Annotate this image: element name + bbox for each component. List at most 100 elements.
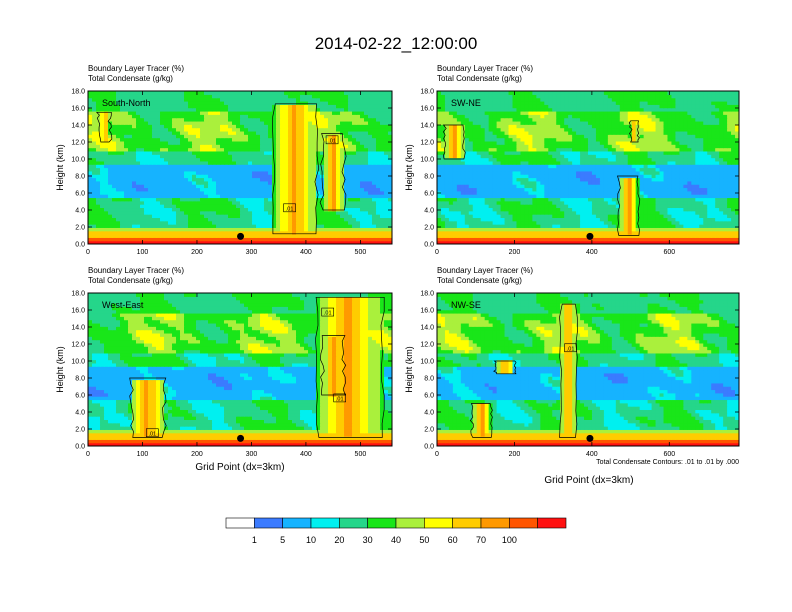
heatmap-cell xyxy=(528,187,533,192)
heatmap-cell xyxy=(312,227,317,232)
heatmap-cell xyxy=(512,210,518,215)
heatmap-cell xyxy=(176,210,181,215)
heatmap-cell xyxy=(496,194,502,199)
heatmap-cell xyxy=(216,227,221,232)
heatmap-cell xyxy=(236,120,241,125)
heatmap-cell xyxy=(216,154,221,159)
heatmap-cell xyxy=(683,194,688,199)
heatmap-cell xyxy=(192,107,197,112)
heatmap-cell xyxy=(380,94,385,99)
heatmap-cell xyxy=(528,217,533,222)
heatmap-cell xyxy=(348,130,353,135)
heatmap-cell xyxy=(296,104,301,109)
heatmap-cell xyxy=(132,124,137,129)
heatmap-cell xyxy=(164,167,169,172)
heatmap-cell xyxy=(667,230,673,235)
heatmap-cell xyxy=(312,184,317,189)
heatmap-cell xyxy=(168,134,173,139)
x-tick-label: 500 xyxy=(355,249,367,256)
heatmap-cell xyxy=(160,154,165,159)
heatmap-cell xyxy=(340,140,345,145)
heatmap-cell xyxy=(340,94,345,99)
heatmap-cell xyxy=(164,147,169,152)
heatmap-cell xyxy=(252,120,257,125)
heatmap-cell xyxy=(548,200,553,205)
heatmap-cell xyxy=(272,127,277,132)
heatmap-cell xyxy=(164,217,169,222)
heatmap-cell xyxy=(156,107,161,112)
heatmap-cell xyxy=(208,157,213,162)
heatmap-cell xyxy=(196,164,201,169)
heatmap-cell xyxy=(104,237,109,242)
heatmap-cell xyxy=(164,114,169,119)
heatmap-cell xyxy=(520,217,526,222)
heatmap-cell xyxy=(292,194,297,199)
heatmap-cell xyxy=(116,174,121,179)
heatmap-cell xyxy=(232,140,237,145)
heatmap-cell xyxy=(244,150,249,155)
heatmap-cell xyxy=(627,197,633,202)
heatmap-cell xyxy=(735,187,739,192)
heatmap-cell xyxy=(136,210,141,215)
heatmap-cell xyxy=(627,227,633,232)
heatmap-cell xyxy=(380,91,385,95)
heatmap-cell xyxy=(588,184,593,189)
heatmap-cell xyxy=(723,220,728,225)
heatmap-cell xyxy=(336,234,341,238)
heatmap-cell xyxy=(440,204,446,209)
heatmap-cell xyxy=(312,224,317,228)
heatmap-cell xyxy=(480,237,486,242)
heatmap-cell xyxy=(388,194,392,199)
heatmap-cell xyxy=(132,227,137,232)
heatmap-cell xyxy=(104,197,109,202)
heatmap-cell xyxy=(252,147,257,152)
heatmap-cell xyxy=(172,134,177,139)
heatmap-cell xyxy=(196,224,201,228)
heatmap-cell xyxy=(252,150,257,155)
heatmap-cell xyxy=(232,210,237,215)
heatmap-cell xyxy=(144,157,149,162)
heatmap-cell xyxy=(252,167,257,172)
heatmap-cell xyxy=(647,190,653,195)
heatmap-cell xyxy=(188,137,193,142)
heatmap-cell xyxy=(344,194,349,199)
heatmap-cell xyxy=(120,107,125,112)
heatmap-cell xyxy=(92,220,97,225)
heatmap-cell xyxy=(112,237,117,242)
heatmap-cell xyxy=(184,157,189,162)
heatmap-cell xyxy=(388,100,392,105)
heatmap-cell xyxy=(312,217,317,222)
heatmap-cell xyxy=(520,197,526,202)
heatmap-cell xyxy=(280,140,285,145)
heatmap-cell xyxy=(532,224,537,228)
heatmap-cell xyxy=(496,224,502,228)
heatmap-cell xyxy=(96,167,101,172)
heatmap-cell xyxy=(128,120,133,125)
heatmap-cell xyxy=(444,187,450,192)
heatmap-cell xyxy=(280,194,285,199)
heatmap-cell xyxy=(192,204,197,209)
heatmap-cell xyxy=(232,117,237,122)
heatmap-cell xyxy=(595,194,601,199)
heatmap-cell xyxy=(524,204,529,209)
heatmap-cell xyxy=(675,200,680,205)
heatmap-cell xyxy=(264,197,269,202)
heatmap-cell xyxy=(719,217,724,222)
heatmap-cell xyxy=(204,134,209,139)
heatmap-cell xyxy=(268,144,273,149)
heatmap-cell xyxy=(496,230,502,235)
heatmap-cell xyxy=(580,237,585,242)
heatmap-cell xyxy=(512,180,518,185)
heatmap-cell xyxy=(208,97,213,102)
heatmap-cell xyxy=(172,164,177,169)
heatmap-cell xyxy=(376,137,381,142)
heatmap-cell xyxy=(152,164,157,169)
heatmap-cell xyxy=(116,160,121,165)
heatmap-cell xyxy=(715,230,720,235)
heatmap-cell xyxy=(252,164,257,169)
heatmap-cell xyxy=(723,187,728,192)
heatmap-cell xyxy=(667,214,673,218)
heatmap-cell xyxy=(216,200,221,205)
heatmap-cell xyxy=(104,110,109,115)
heatmap-cell xyxy=(437,197,442,202)
